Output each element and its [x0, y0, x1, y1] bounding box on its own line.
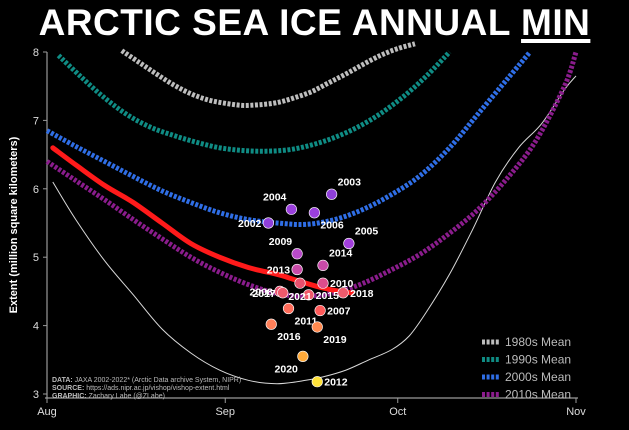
min-point-2016 [265, 318, 277, 330]
min-point-2013 [291, 263, 303, 276]
chart-title-emph: MIN [521, 2, 591, 43]
credit-line-2: GRAPHIC: Zachary Labe (@ZLabe) [52, 393, 165, 400]
y-tick-label: 5 [33, 252, 39, 264]
min-point-2020 [297, 350, 309, 362]
min-point-2011 [282, 302, 295, 315]
min-point-2002 [262, 217, 274, 229]
min-point-2015 [303, 289, 315, 301]
min-label-2002: 2002 [238, 218, 262, 230]
min-point-2003 [326, 188, 338, 200]
min-point-2014 [317, 259, 329, 272]
credit-text: Zachary Labe (@ZLabe) [87, 393, 165, 400]
min-label-2010: 2010 [330, 278, 354, 290]
x-tick-label: Nov [566, 406, 586, 418]
chart-minimum-points: 2002 2003 2004 2005 2006 2007 2008 2009 2010 2011… [238, 176, 378, 388]
chart-title: ARCTIC SEA ICE ANNUAL MIN [0, 0, 629, 46]
min-point-2009 [291, 248, 303, 260]
series-line-2022 [50, 145, 355, 296]
min-label-2006: 2006 [320, 220, 344, 232]
min-label-2007: 2007 [327, 306, 351, 318]
min-point-2010 [317, 277, 329, 289]
credit-text: https://ads.nipr.ac.jp/vishop/vishop-ext… [84, 385, 230, 392]
y-tick-label: 4 [33, 321, 39, 333]
min-label-2012: 2012 [324, 377, 348, 389]
min-point-2019 [311, 321, 323, 333]
x-tick-label: Aug [37, 406, 57, 418]
min-label-2019: 2019 [323, 334, 347, 346]
series-line-record-low-envelope [52, 75, 577, 385]
min-label-2014: 2014 [329, 247, 353, 259]
credits-block: DATA: JAXA 2002-2022* (Arctic Data archi… [52, 377, 241, 400]
credit-line-0: DATA: JAXA 2002-2022* (Arctic Data archi… [52, 377, 241, 384]
min-label-2017: 2017 [252, 288, 276, 300]
x-tick-label: Oct [389, 406, 406, 418]
min-label-2008: 2008 [250, 286, 274, 298]
series-line-2010s-mean [45, 51, 579, 299]
y-tick-label: 8 [33, 47, 39, 59]
min-point-2006 [308, 207, 320, 219]
credit-head: DATA: [52, 377, 73, 384]
min-label-2018: 2018 [350, 288, 374, 300]
legend-label-3: 2010s Mean [505, 388, 571, 402]
min-point-2005 [343, 237, 355, 250]
min-point-2017 [277, 287, 289, 299]
min-label-2009: 2009 [269, 236, 293, 248]
min-label-2011: 2011 [295, 316, 318, 328]
chart-title-main: ARCTIC SEA ICE ANNUAL [38, 2, 522, 43]
chart-legend: 1980s Mean 1990s Mean 2000s Mean 2010s Mean [482, 335, 571, 402]
credit-head: SOURCE: [52, 385, 84, 392]
credit-head: GRAPHIC: [52, 393, 87, 400]
min-label-2005: 2005 [355, 226, 379, 238]
min-label-2015: 2015 [316, 290, 340, 302]
legend-label-0: 1980s Mean [505, 335, 571, 349]
credit-text: JAXA 2002-2022* (Arctic Data archive Sys… [73, 377, 241, 384]
legend-label-2: 2000s Mean [505, 370, 571, 384]
legend-label-1: 1990s Mean [505, 353, 571, 367]
min-label-2003: 2003 [338, 176, 362, 188]
y-tick-label: 7 [33, 115, 39, 127]
y-tick-label: 6 [33, 184, 39, 196]
min-label-2013: 2013 [267, 265, 291, 277]
min-point-2007 [314, 304, 326, 317]
x-tick-label: Sep [215, 406, 235, 418]
min-point-2018 [337, 287, 349, 299]
min-point-2021 [294, 277, 306, 289]
y-axis-label: Extent (million square kilometers) [8, 136, 20, 313]
min-label-2004: 2004 [263, 191, 287, 203]
min-label-2021: 2021 [288, 291, 312, 303]
chart-axes: 3 4 5 6 7 8 Aug Sep Oct Nov [33, 47, 586, 418]
min-label-2020: 2020 [275, 363, 299, 375]
min-point-2012 [311, 376, 323, 388]
series-line-2000s-mean [45, 50, 532, 228]
y-tick-label: 3 [33, 389, 39, 401]
min-label-2016: 2016 [277, 331, 301, 343]
credit-line-1: SOURCE: https://ads.nipr.ac.jp/vishop/vi… [52, 385, 230, 392]
series-line-1990s-mean [56, 50, 452, 154]
min-point-2004 [285, 203, 297, 215]
series-line-1980s-mean [120, 41, 416, 108]
